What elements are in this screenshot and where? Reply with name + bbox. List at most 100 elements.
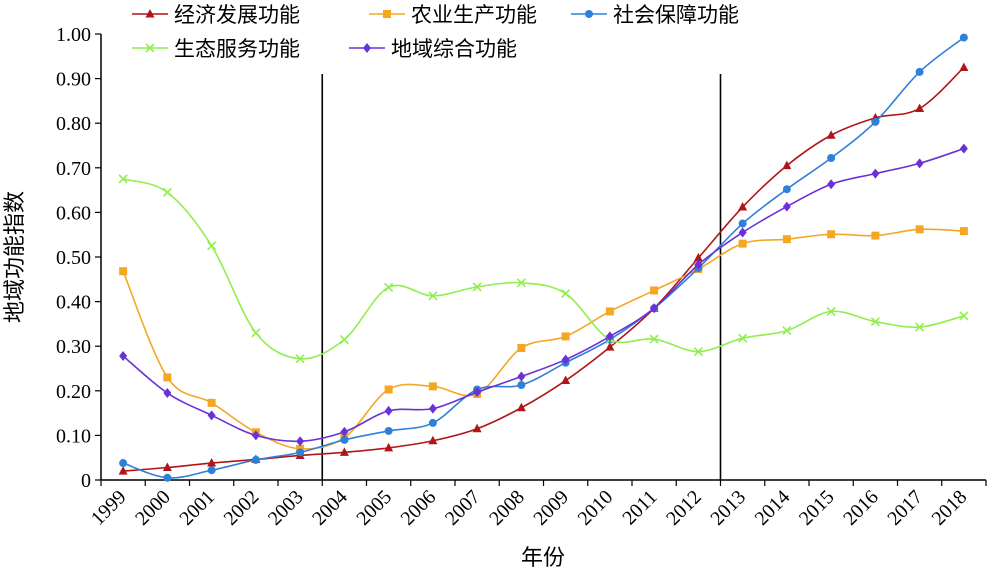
data-point	[251, 430, 260, 441]
data-point	[561, 289, 571, 299]
axes	[100, 34, 986, 481]
data-point	[428, 382, 437, 391]
data-point	[693, 346, 703, 357]
series-group	[118, 33, 969, 482]
y-tick-label: 0.50	[56, 247, 91, 269]
x-tick-label: 2013	[706, 486, 750, 530]
legend-marker	[145, 43, 155, 53]
legend-label: 地域综合功能	[391, 37, 517, 61]
data-point	[826, 130, 836, 139]
data-point	[561, 375, 571, 385]
data-point	[959, 227, 968, 236]
data-point	[782, 185, 791, 194]
data-point	[119, 267, 128, 276]
data-point	[162, 462, 172, 472]
y-axis-title: 地域功能指数	[3, 191, 28, 323]
data-point	[473, 387, 482, 398]
series-line	[123, 66, 965, 472]
data-point	[296, 436, 305, 447]
x-tick-label: 2008	[485, 486, 529, 530]
data-point	[827, 179, 836, 190]
x-tick-label: 2004	[308, 486, 352, 530]
legend-label: 生态服务功能	[174, 37, 300, 61]
data-point	[738, 219, 747, 228]
data-point	[118, 174, 128, 184]
series-5	[119, 143, 968, 447]
data-point	[119, 459, 128, 468]
legend-marker	[383, 10, 391, 18]
data-point	[207, 241, 217, 251]
x-axis-title: 年份	[521, 546, 565, 571]
y-tick-label: 0.90	[56, 69, 91, 91]
data-point	[561, 332, 570, 341]
tick-labels: 0 0.10 0.20 0.30 0.40 0.50 0.60 0.70 0.80 0.90 1.0…	[56, 24, 987, 530]
data-point	[738, 333, 748, 343]
series-2	[119, 225, 968, 453]
x-tick-label: 2009	[529, 486, 573, 530]
x-tick-label: 2007	[441, 486, 485, 530]
data-point	[738, 227, 747, 238]
legend-item: 社会保障功能	[571, 3, 739, 27]
data-point	[782, 326, 792, 336]
data-point	[959, 143, 968, 154]
data-point	[295, 354, 305, 364]
data-point	[428, 403, 437, 414]
data-point	[428, 418, 437, 427]
data-point	[516, 402, 526, 412]
data-point	[871, 231, 880, 240]
data-point	[207, 466, 216, 475]
data-point	[915, 67, 924, 76]
data-point	[384, 282, 394, 292]
legend-item: 生态服务功能	[132, 37, 300, 61]
legend-item: 农业生产功能	[369, 3, 537, 27]
data-point	[163, 388, 172, 399]
series-line	[122, 228, 964, 450]
data-point	[782, 160, 792, 170]
series-4	[118, 174, 969, 364]
data-point	[384, 385, 393, 394]
x-tick-label: 2011	[618, 486, 661, 529]
data-point	[827, 153, 836, 162]
data-point	[163, 473, 172, 482]
data-point	[959, 33, 968, 42]
legend-label: 农业生产功能	[411, 3, 537, 27]
series-line	[122, 147, 965, 443]
x-tick-label: 2005	[352, 486, 396, 530]
data-point	[782, 235, 791, 244]
x-tick-label: 2002	[220, 486, 264, 530]
data-point	[827, 230, 836, 239]
data-point	[915, 225, 924, 234]
data-point	[428, 435, 438, 445]
y-tick-label: 0	[81, 470, 91, 492]
series-line	[122, 36, 965, 479]
data-point	[384, 405, 393, 416]
data-point	[650, 286, 659, 295]
data-point	[693, 252, 703, 262]
data-point	[694, 259, 703, 270]
x-tick-label: 2016	[839, 486, 883, 530]
data-point	[296, 448, 305, 457]
data-point	[650, 303, 659, 314]
data-point	[428, 291, 438, 301]
data-point	[871, 168, 880, 179]
data-point	[826, 306, 836, 316]
data-point	[517, 381, 526, 390]
y-tick-label: 0.60	[56, 202, 91, 224]
legend-marker	[145, 9, 155, 18]
data-point	[959, 62, 969, 71]
data-point	[870, 317, 880, 327]
series-line	[122, 178, 965, 360]
y-tick-label: 0.80	[56, 113, 91, 135]
data-point	[163, 373, 172, 382]
x-tick-label: 2018	[928, 486, 972, 530]
y-tick-label: 0.30	[56, 336, 91, 358]
data-point	[516, 278, 526, 288]
legend-item: 地域综合功能	[349, 37, 517, 61]
series-3	[119, 33, 968, 482]
legend-label: 经济发展功能	[174, 3, 300, 27]
y-tick-label: 0.10	[56, 425, 91, 447]
y-tick-label: 0.20	[56, 381, 91, 403]
data-point	[162, 187, 172, 197]
data-point	[605, 307, 614, 316]
